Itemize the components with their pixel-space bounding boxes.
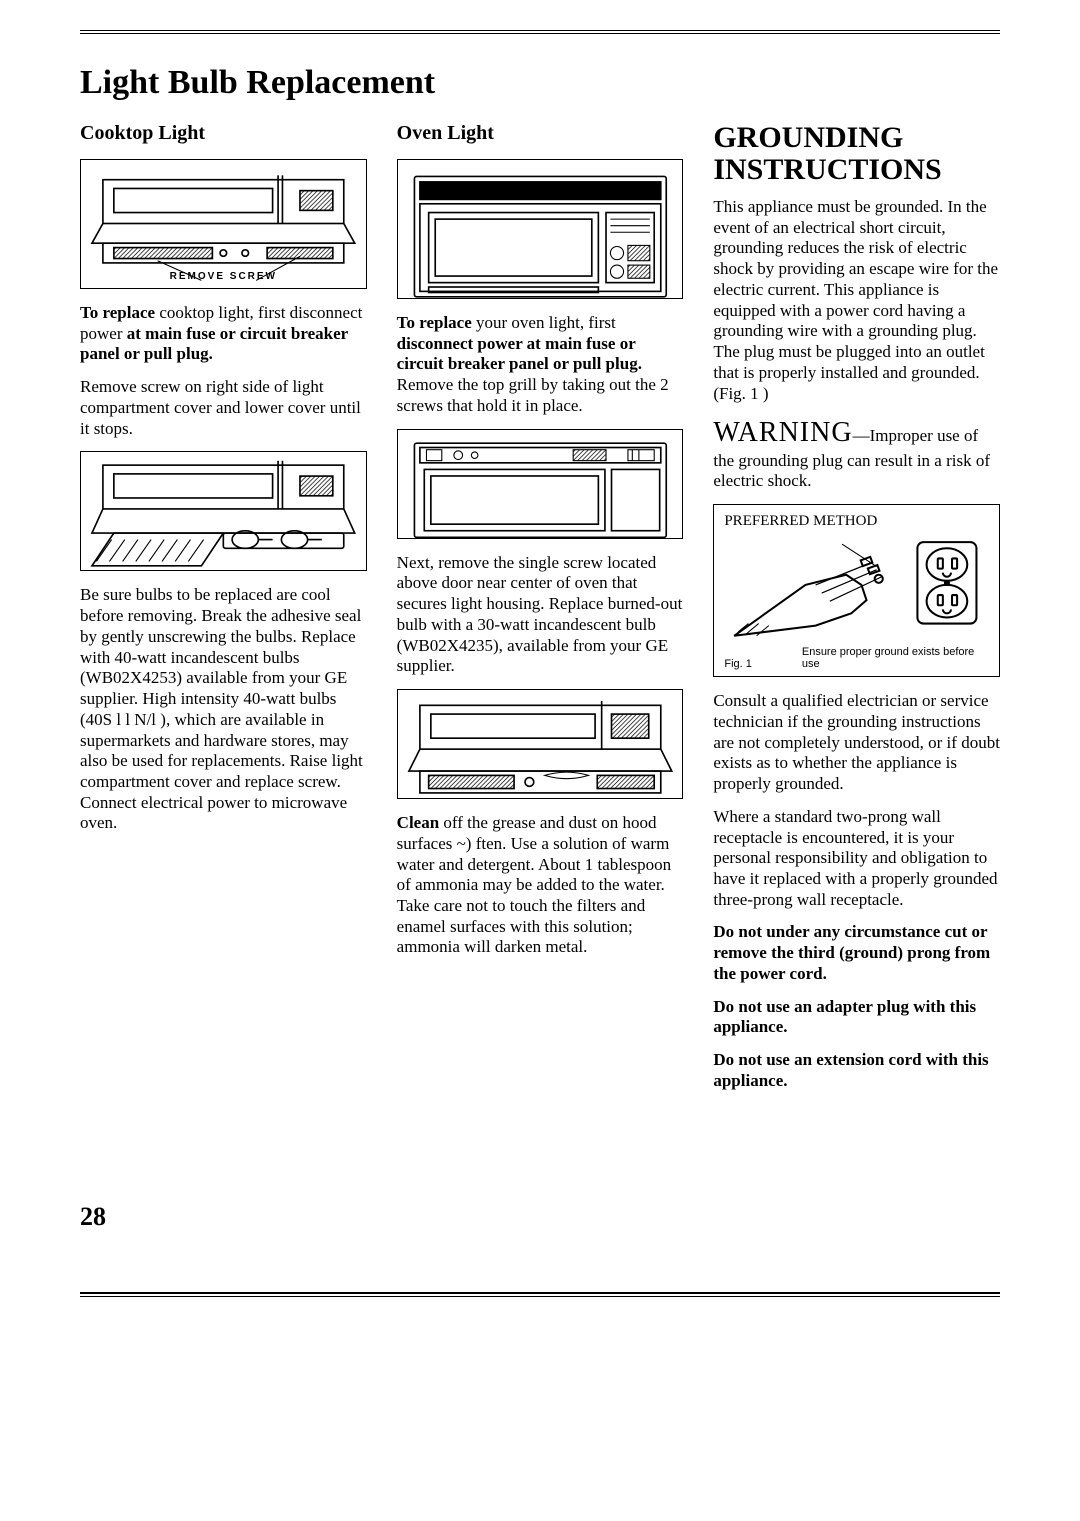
oven-p3-rest: off the grease and dust on hood surfaces…	[397, 813, 671, 956]
oven-drawing-1	[398, 160, 683, 313]
column-oven: Oven Light	[397, 122, 684, 970]
oven-heading: Oven Light	[397, 122, 684, 145]
grounding-p4: Do not under any circumstance cut or rem…	[713, 922, 1000, 984]
column-cooktop: Cooktop Light	[80, 122, 367, 846]
cooktop-p1: To replace cooktop light, first disconne…	[80, 303, 367, 365]
grounding-p4-b: Do not under any circumstance cut or rem…	[713, 922, 990, 982]
oven-drawing-2	[398, 430, 683, 550]
oven-illus-2	[397, 429, 684, 539]
oven-p3-lead: Clean	[397, 813, 440, 832]
cooktop-p2: Remove screw on right side of light comp…	[80, 377, 367, 439]
cooktop-drawing-2	[81, 452, 366, 583]
grounding-p6-b: Do not use an extension cord with this a…	[713, 1050, 988, 1090]
oven-p1-tail: Remove the top grill by taking out the 2…	[397, 375, 669, 415]
figure-number: Fig. 1	[724, 658, 752, 670]
columns-container: Cooktop Light	[80, 122, 1000, 1104]
cooktop-p1-lead: To replace	[80, 303, 155, 322]
main-title: Light Bulb Replacement	[80, 64, 1000, 102]
figure-1-drawing	[724, 534, 989, 646]
cooktop-p3: Be sure bulbs to be replaced are cool be…	[80, 585, 367, 834]
grounding-p2: Consult a qualified electrician or servi…	[713, 691, 1000, 795]
cooktop-heading: Cooktop Light	[80, 122, 367, 145]
top-rule	[80, 30, 1000, 34]
figure-caption: Ensure proper ground exists before use	[802, 646, 989, 670]
oven-illus-3	[397, 689, 684, 799]
grounding-p5-b: Do not use an adapter plug with this app…	[713, 997, 976, 1037]
grounding-p6: Do not use an extension cord with this a…	[713, 1050, 1000, 1091]
oven-p3: Clean off the grease and dust on hood su…	[397, 813, 684, 958]
figure-preferred: PREFERRED METHOD	[724, 513, 989, 530]
grounding-p5: Do not use an adapter plug with this app…	[713, 997, 1000, 1038]
oven-p1-lead: To replace	[397, 313, 472, 332]
page-number: 28	[80, 1202, 1000, 1232]
figure-1-box: PREFERRED METHOD	[713, 504, 1000, 677]
column-grounding: GROUNDING INSTRUCTIONS This appliance mu…	[713, 122, 1000, 1104]
grounding-heading: GROUNDING INSTRUCTIONS	[713, 122, 1000, 185]
cooktop-illus-1: REMOVE SCREW	[80, 159, 367, 289]
bottom-rule	[80, 1292, 1000, 1297]
grounding-p1: This appliance must be grounded. In the …	[713, 197, 1000, 404]
cooktop-illus-2	[80, 451, 367, 571]
cooktop-illus-label: REMOVE SCREW	[81, 271, 366, 282]
grounding-p3: Where a standard two-prong wall receptac…	[713, 807, 1000, 911]
figure-caption-row: Fig. 1 Ensure proper ground exists befor…	[724, 646, 989, 670]
warning-word: WARNING	[713, 417, 852, 448]
oven-illus-1	[397, 159, 684, 299]
oven-drawing-3	[398, 690, 683, 810]
oven-p2: Next, remove the single screw located ab…	[397, 553, 684, 677]
oven-p1-rest: your oven light, first	[472, 313, 616, 332]
warning-paragraph: WARNING—Improper use of the grounding pl…	[713, 416, 1000, 492]
oven-p1-bold: disconnect power at main fuse or circuit…	[397, 334, 642, 374]
oven-p1: To replace your oven light, first discon…	[397, 313, 684, 417]
